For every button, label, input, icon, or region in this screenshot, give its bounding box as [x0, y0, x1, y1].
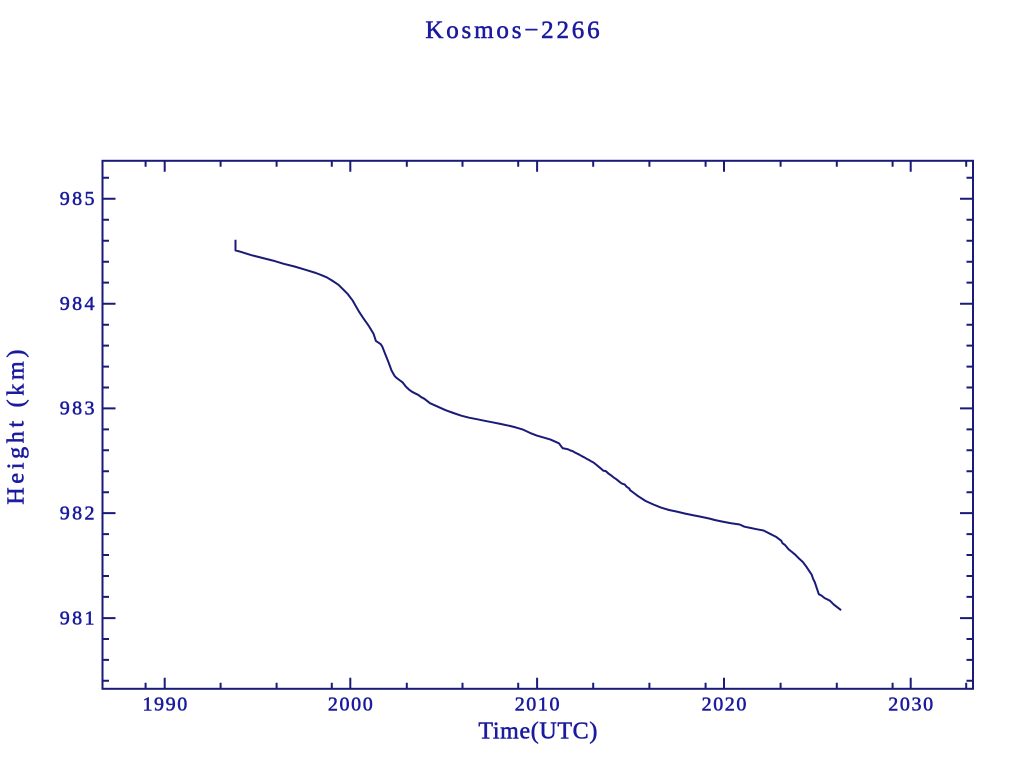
svg-text:Time(UTC): Time(UTC): [478, 719, 598, 745]
svg-text:2020: 2020: [702, 694, 748, 716]
svg-text:982: 982: [60, 502, 97, 524]
svg-text:983: 983: [60, 398, 97, 420]
svg-text:2000: 2000: [328, 694, 374, 716]
svg-text:985: 985: [60, 188, 97, 210]
svg-text:2010: 2010: [515, 694, 561, 716]
svg-text:Kosmos−2266: Kosmos−2266: [425, 17, 602, 44]
svg-text:2030: 2030: [888, 694, 934, 716]
svg-text:Height (km): Height (km): [4, 346, 30, 505]
svg-text:1990: 1990: [142, 694, 188, 716]
svg-text:984: 984: [60, 293, 97, 315]
svg-text:981: 981: [60, 607, 97, 629]
